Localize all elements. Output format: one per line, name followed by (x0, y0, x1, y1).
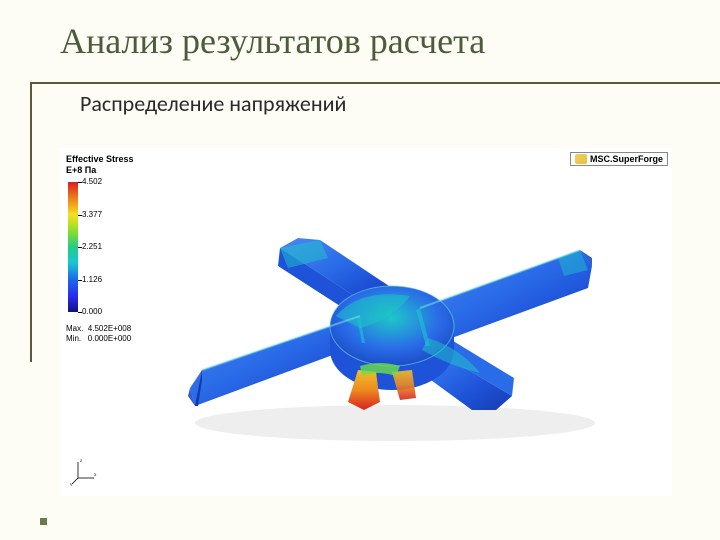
badge-icon (575, 154, 587, 164)
tick-label: 1.126 (82, 275, 102, 284)
colorbar-gradient (68, 182, 78, 312)
max-value: 4.502E+008 (88, 324, 131, 333)
badge-text: MSC.SuperForge (590, 154, 663, 164)
max-label: Max. (66, 324, 83, 333)
axis-x-label: x (94, 473, 97, 478)
model-shadow (195, 405, 595, 441)
page-title: Анализ результатов расчета (60, 20, 690, 62)
legend-title-line2: E+8 Па (66, 165, 134, 176)
tick-label: 0.000 (82, 307, 102, 316)
fea-figure: Effective Stress E+8 Па 4.502 3.377 2.251 1… (60, 148, 672, 496)
fea-model (160, 188, 620, 468)
legend-title: Effective Stress E+8 Па (66, 154, 134, 176)
min-max-block: Max. 4.502E+008 Min. 0.000E+000 (66, 324, 131, 345)
colorbar (68, 182, 78, 312)
accent-line-left (30, 82, 32, 362)
accent-line-top (30, 82, 720, 84)
min-label: Min. (66, 334, 81, 343)
axis-z-label: z (80, 459, 83, 464)
fea-model-svg (160, 188, 620, 468)
legend-title-line1: Effective Stress (66, 154, 134, 165)
subtitle: Распределение напряжений (80, 90, 690, 117)
software-badge: MSC.SuperForge (570, 152, 668, 166)
tick-label: 2.251 (82, 242, 102, 251)
slide: Анализ результатов расчета Распределение… (0, 0, 720, 540)
min-value: 0.000E+000 (88, 334, 131, 343)
tick-label: 3.377 (82, 210, 102, 219)
bullet-icon (40, 518, 47, 525)
tick-label: 4.502 (82, 177, 102, 186)
axis-triad-icon: z x y (70, 456, 100, 486)
